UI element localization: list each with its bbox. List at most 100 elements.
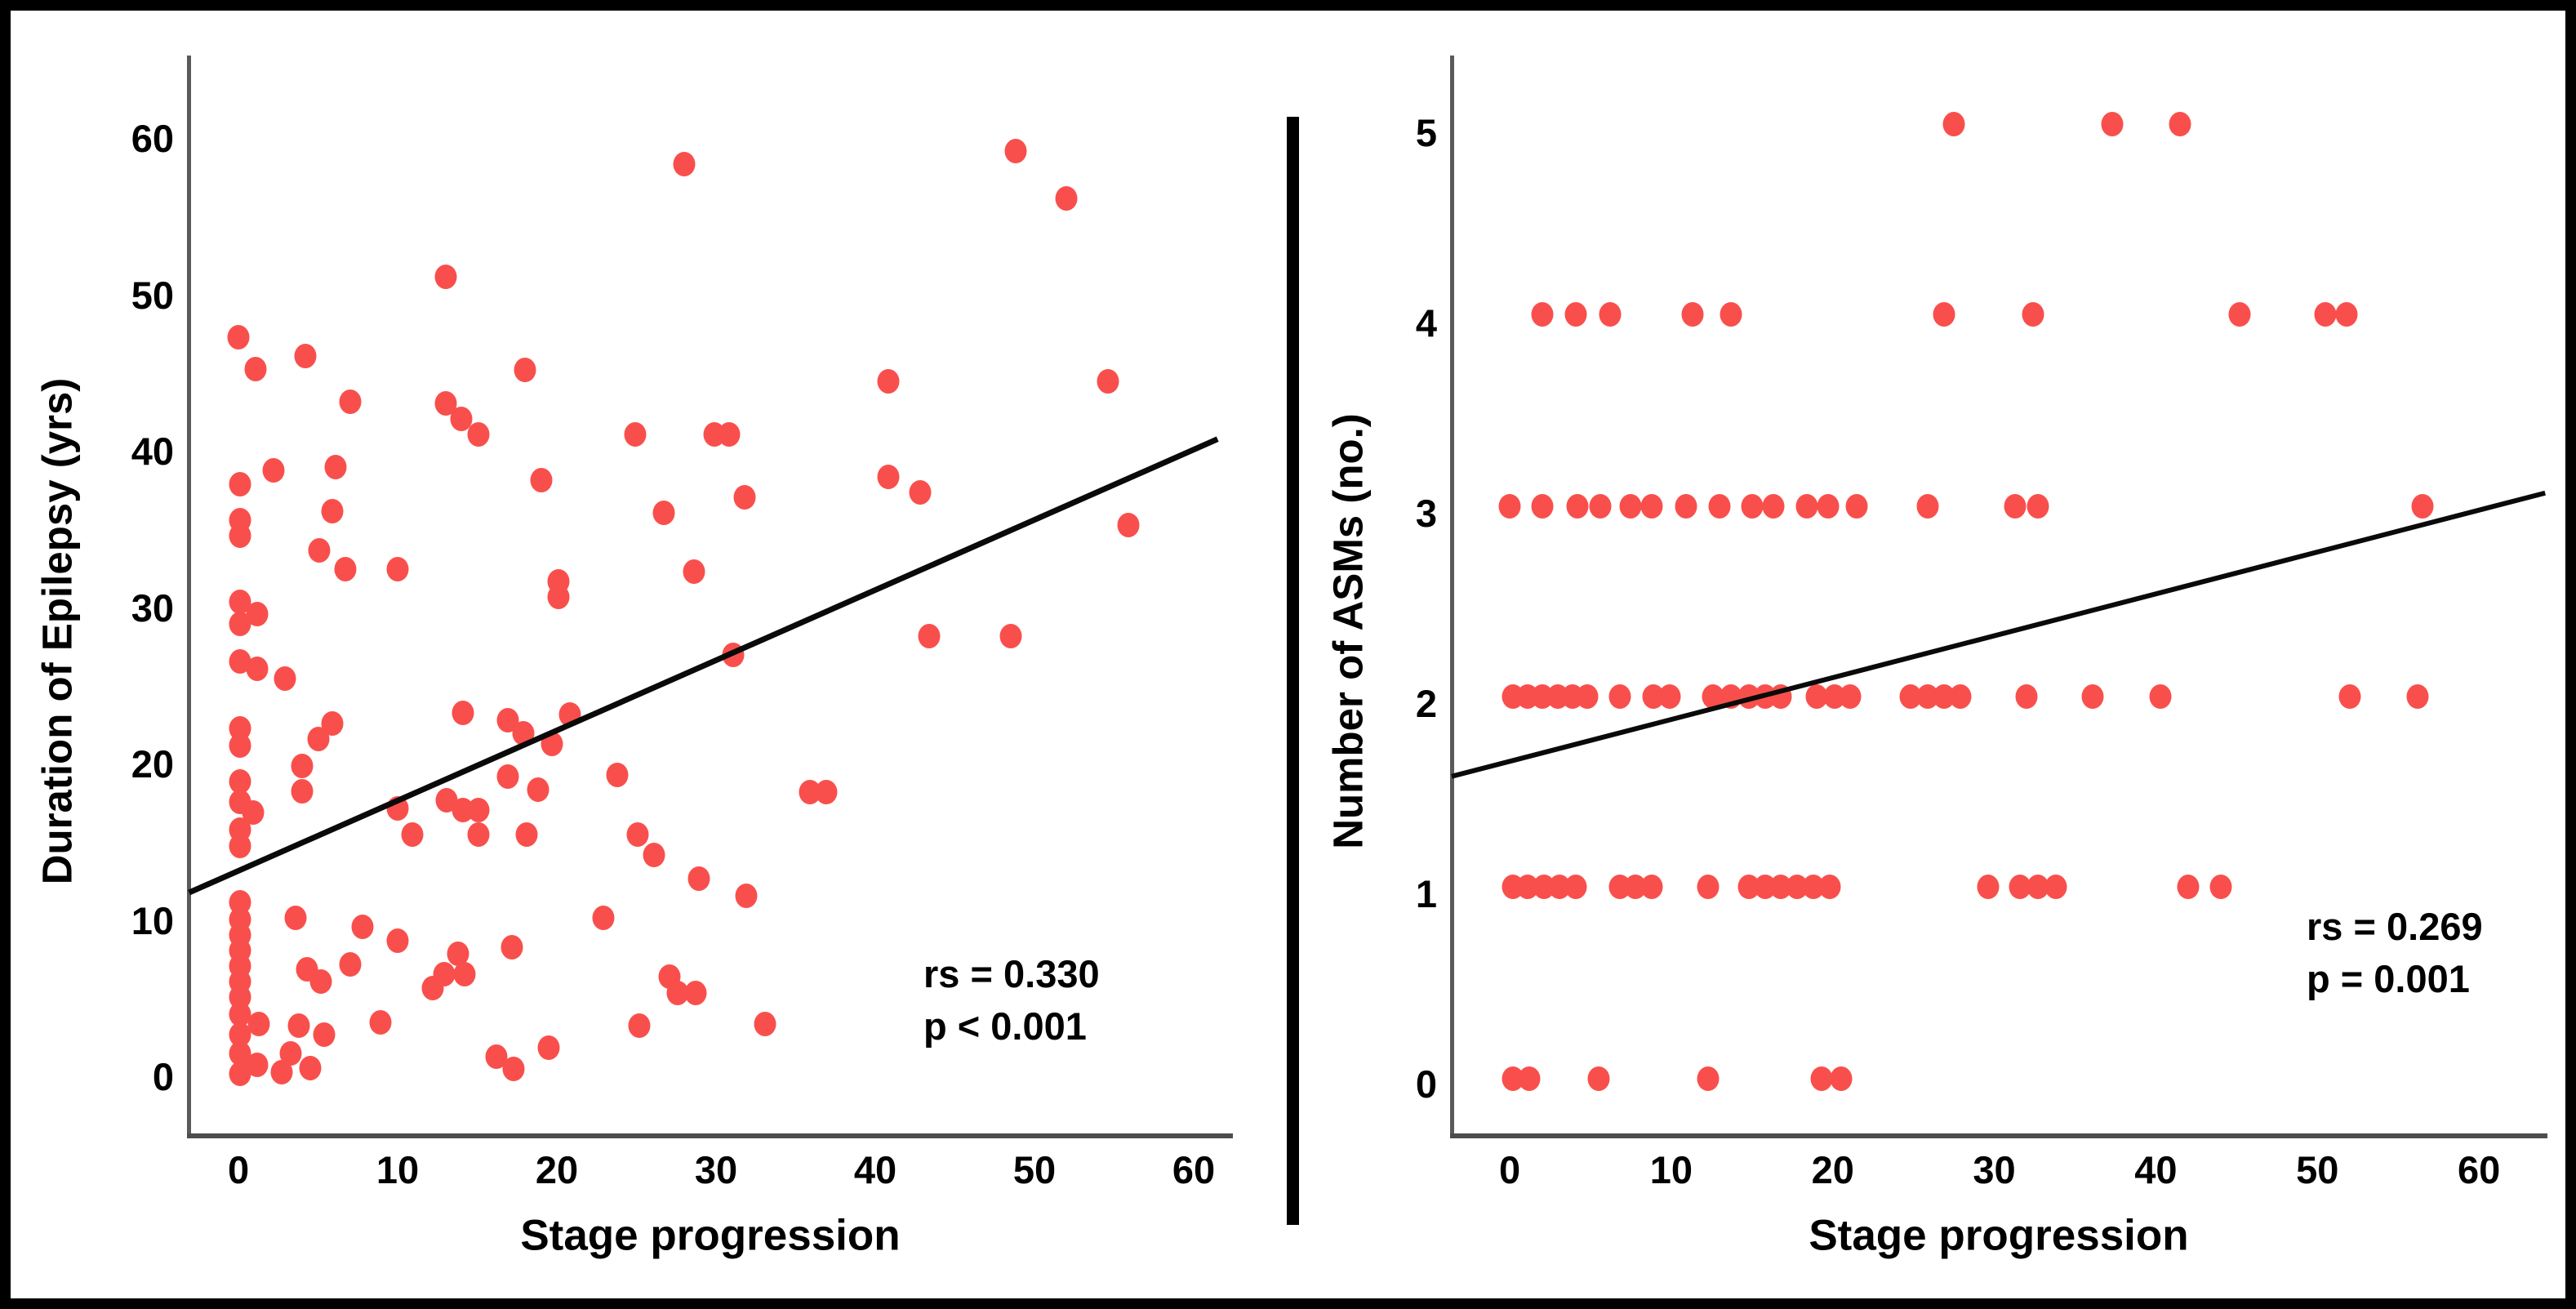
data-point xyxy=(1599,301,1622,327)
data-point xyxy=(1810,1066,1833,1092)
data-point xyxy=(2004,494,2027,519)
data-point xyxy=(308,537,331,563)
y-tick-label: 50 xyxy=(131,273,174,317)
data-point xyxy=(628,1013,651,1038)
x-tick-label: 30 xyxy=(1973,1148,2016,1191)
data-point xyxy=(512,720,535,746)
data-point xyxy=(1830,1066,1853,1092)
data-point xyxy=(1762,494,1784,519)
data-point xyxy=(2228,301,2251,327)
data-point xyxy=(291,753,314,778)
data-point xyxy=(1916,494,1939,519)
data-point xyxy=(339,952,362,977)
data-point xyxy=(1769,683,1792,709)
data-point xyxy=(334,556,357,581)
data-point xyxy=(909,479,932,505)
data-point xyxy=(2169,111,2191,136)
data-point xyxy=(2027,494,2049,519)
data-point xyxy=(1949,683,1972,709)
data-point xyxy=(309,969,332,995)
data-point xyxy=(229,611,251,636)
data-point xyxy=(1708,494,1731,519)
data-point xyxy=(1720,301,1742,327)
data-point xyxy=(453,961,476,986)
data-point xyxy=(229,833,251,858)
data-point xyxy=(246,657,269,682)
data-point xyxy=(652,500,675,525)
y-tick-label: 0 xyxy=(152,1055,174,1098)
data-point xyxy=(754,1011,776,1036)
x-tick-label: 40 xyxy=(853,1148,897,1191)
data-point xyxy=(2081,683,2104,709)
data-point xyxy=(229,523,251,549)
data-point xyxy=(502,1057,525,1082)
data-point xyxy=(294,344,317,369)
data-point xyxy=(2411,494,2434,519)
panel-divider xyxy=(1287,117,1299,1225)
data-point xyxy=(1589,494,1612,519)
data-point xyxy=(450,406,473,431)
x-tick-label: 20 xyxy=(1811,1148,1854,1191)
data-point xyxy=(624,421,647,447)
data-point xyxy=(718,421,741,447)
data-point xyxy=(1681,301,1704,327)
y-tick-label: 0 xyxy=(1415,1062,1437,1106)
data-point xyxy=(244,356,267,381)
data-point xyxy=(735,883,758,908)
data-point xyxy=(339,389,362,414)
data-point xyxy=(401,822,424,848)
data-point xyxy=(229,733,251,759)
data-point xyxy=(307,727,330,752)
right-x-axis-line xyxy=(1450,1133,2547,1138)
data-point xyxy=(1004,139,1027,164)
data-point xyxy=(2044,874,2067,899)
right-trend-line xyxy=(1451,490,2546,779)
data-point xyxy=(1933,301,1955,327)
data-point xyxy=(1564,874,1587,899)
x-tick-label: 40 xyxy=(2134,1148,2178,1191)
left-annotation-rs: rs = 0.330 xyxy=(923,952,1100,995)
data-point xyxy=(2177,874,2200,899)
data-point xyxy=(452,700,474,725)
data-point xyxy=(722,642,745,667)
data-point xyxy=(733,484,756,510)
x-tick-label: 20 xyxy=(535,1148,579,1191)
data-point xyxy=(2338,683,2361,709)
y-tick-label: 20 xyxy=(131,742,174,786)
data-point xyxy=(1697,874,1720,899)
data-point xyxy=(467,421,490,447)
left-annotation-p: p < 0.001 xyxy=(923,1004,1087,1048)
x-tick-label: 60 xyxy=(2457,1148,2501,1191)
data-point xyxy=(299,1055,322,1080)
data-point xyxy=(1531,301,1554,327)
data-point xyxy=(2314,301,2337,327)
right-annotation-rs: rs = 0.269 xyxy=(2307,905,2483,948)
data-point xyxy=(537,1035,560,1060)
data-point xyxy=(1640,494,1663,519)
right-annotation-p: p = 0.001 xyxy=(2307,957,2470,1000)
data-point xyxy=(1640,874,1663,899)
data-point xyxy=(369,1009,392,1035)
data-point xyxy=(592,905,615,930)
data-point xyxy=(547,585,570,610)
right-x-axis-title: Stage progression xyxy=(1809,1211,2189,1260)
data-point xyxy=(2149,683,2172,709)
data-point xyxy=(1817,494,1840,519)
data-point xyxy=(626,822,649,848)
data-point xyxy=(229,1062,251,1087)
data-point xyxy=(1619,494,1642,519)
x-tick-label: 60 xyxy=(1172,1148,1216,1191)
left-x-axis-line xyxy=(187,1133,1233,1138)
data-point xyxy=(606,763,629,788)
data-point xyxy=(279,1041,302,1066)
data-point xyxy=(1564,301,1587,327)
left-annotation: rs = 0.330 p < 0.001 xyxy=(923,948,1100,1053)
data-point xyxy=(999,624,1022,648)
data-point xyxy=(1697,1066,1720,1092)
data-point xyxy=(1117,513,1140,538)
data-point xyxy=(514,358,536,383)
data-point xyxy=(558,701,581,727)
data-point xyxy=(247,1011,270,1036)
y-tick-label: 3 xyxy=(1415,492,1437,536)
